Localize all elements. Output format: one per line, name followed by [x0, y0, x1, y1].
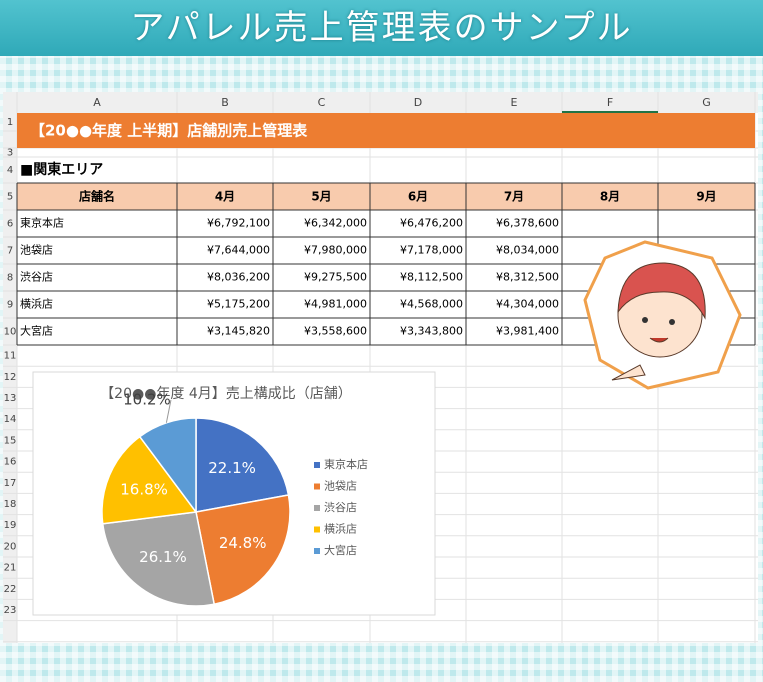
table-cell: ¥7,178,000: [400, 244, 463, 257]
legend-swatch: [314, 483, 320, 490]
table-header: 8月: [600, 190, 620, 204]
col-selected: [562, 111, 658, 113]
pie-slice: [195, 417, 290, 513]
col-header: A: [93, 96, 101, 109]
row-header: 18: [4, 499, 17, 510]
col-header: B: [221, 96, 229, 109]
data-label: 16.8%: [120, 480, 168, 498]
table-cell: 大宮店: [20, 324, 53, 338]
table-cell: ¥5,175,200: [207, 298, 270, 311]
row-header: 15: [4, 435, 17, 446]
row-header: 7: [7, 246, 13, 257]
data-label: 10.2%: [123, 391, 171, 409]
table-cell: ¥3,343,800: [400, 325, 463, 338]
table-cell: ¥6,378,600: [496, 217, 559, 230]
row-header: 21: [4, 563, 17, 574]
section-label: ■関東エリア: [20, 161, 103, 178]
col-header: G: [702, 96, 711, 109]
table-header: 9月: [696, 190, 716, 204]
table-cell: ¥4,304,000: [496, 298, 559, 311]
row-header-bg: [3, 92, 17, 643]
table-cell: ¥6,476,200: [400, 217, 463, 230]
row-header: 11: [4, 351, 17, 362]
legend-label: 渋谷店: [324, 500, 357, 514]
character: [583, 240, 742, 390]
row-header: 10: [4, 327, 17, 338]
col-header: C: [318, 96, 326, 109]
table-header-bg: [17, 183, 755, 210]
table-cell: 横浜店: [20, 297, 53, 311]
table-cell: ¥6,342,000: [304, 217, 367, 230]
legend-swatch: [314, 462, 320, 468]
table-header: 5月: [311, 190, 331, 204]
table-cell: ¥6,792,100: [207, 217, 270, 230]
row-header: 4: [7, 165, 13, 176]
row-header: 16: [4, 457, 17, 468]
col-header-bg: [3, 92, 758, 113]
table-cell: ¥8,112,500: [400, 271, 463, 284]
row-header: 23: [4, 605, 17, 616]
row-header: 9: [7, 300, 13, 311]
pie-slice: [138, 417, 197, 515]
table-cell: ¥9,275,500: [304, 271, 367, 284]
data-label: 24.8%: [219, 534, 267, 552]
col-header: F: [607, 96, 613, 109]
table-cell: 渋谷店: [20, 270, 53, 284]
title-band: [17, 113, 755, 148]
row-header: 17: [4, 478, 17, 489]
row-header: 3: [7, 148, 13, 159]
table-cell: ¥8,312,500: [496, 271, 559, 284]
legend-swatch: [314, 505, 320, 511]
pie-slice: [195, 494, 291, 606]
table-cell: ¥3,981,400: [496, 325, 559, 338]
table-cell: 池袋店: [20, 243, 53, 257]
row-header: 14: [4, 414, 17, 425]
row-header: 8: [7, 273, 13, 284]
row-header: 5: [7, 192, 13, 203]
col-header: E: [511, 96, 518, 109]
table-cell: ¥3,145,820: [207, 325, 270, 338]
table-cell: ¥8,034,000: [496, 244, 559, 257]
pie-slice: [101, 511, 216, 607]
table-cell: ¥8,036,200: [207, 271, 270, 284]
legend-label: 池袋店: [324, 479, 357, 493]
table-header: 6月: [408, 190, 428, 204]
legend-label: 横浜店: [324, 522, 357, 536]
table-cell: ¥7,644,000: [207, 244, 270, 257]
data-label: 22.1%: [208, 459, 256, 477]
legend-label: 大宮店: [324, 543, 357, 557]
row-header: 19: [4, 520, 17, 531]
legend-swatch: [314, 548, 320, 554]
chart-title: 【20●●年度 4月】売上構成比（店舗）: [100, 386, 352, 402]
table-cell: ¥4,568,000: [400, 298, 463, 311]
pie-slice: [101, 435, 198, 525]
table-header: 4月: [215, 190, 235, 204]
row-header: 12: [4, 372, 17, 383]
table-cell: 東京本店: [20, 216, 64, 230]
data-label: 26.1%: [139, 548, 187, 566]
col-header: D: [414, 96, 422, 109]
banner-title: アパレル売上管理表のサンプル: [0, 0, 763, 56]
table-header: 店舗名: [79, 189, 115, 204]
table-cell: ¥3,558,600: [304, 325, 367, 338]
legend-label: 東京本店: [324, 457, 368, 471]
row-header: 6: [7, 219, 13, 230]
table-cell: ¥7,980,000: [304, 244, 367, 257]
table-cell: ¥4,981,000: [304, 298, 367, 311]
leader-line: [165, 399, 172, 423]
table-header: 7月: [504, 190, 524, 204]
row-header: 20: [4, 541, 17, 552]
row-header: 13: [4, 393, 17, 404]
row-header: 1: [7, 117, 13, 128]
legend-swatch: [314, 526, 320, 533]
sheet-title: 【20●●年度 上半期】店舗別売上管理表: [30, 122, 308, 140]
row-header: 22: [4, 584, 17, 595]
